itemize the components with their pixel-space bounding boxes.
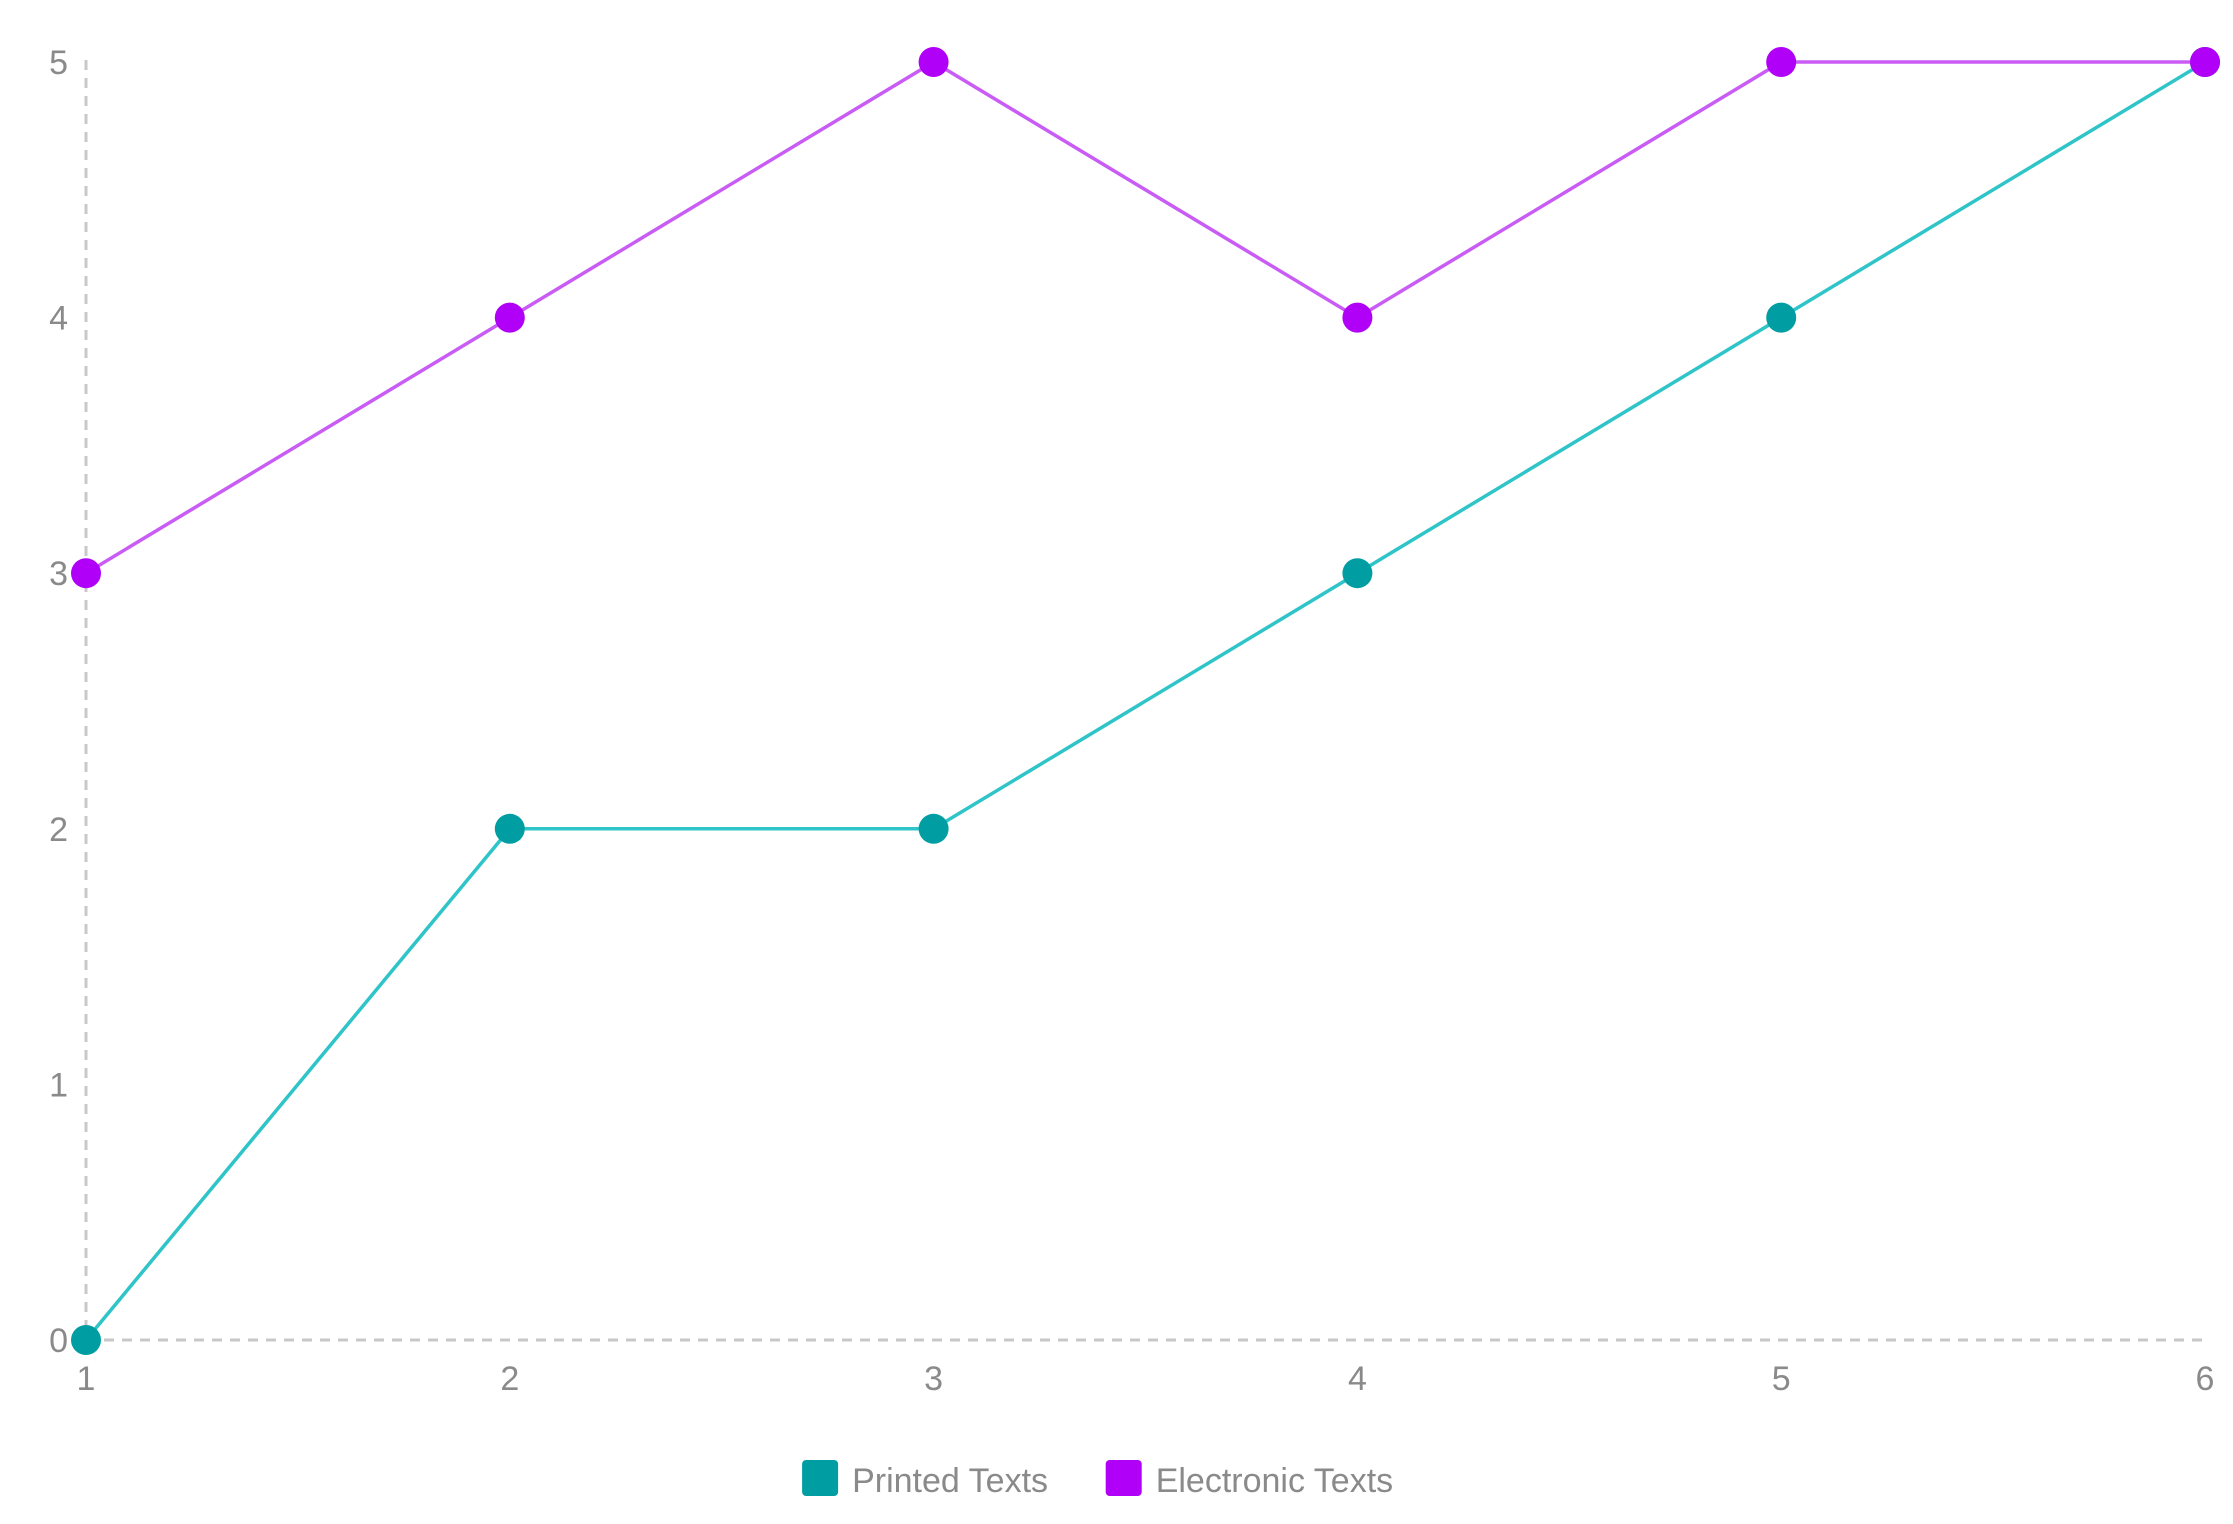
x-tick-label: 1 <box>77 1360 96 1398</box>
y-tick-label: 1 <box>49 1066 68 1104</box>
y-tick-label: 5 <box>49 44 68 82</box>
data-point[interactable] <box>494 302 525 333</box>
data-point[interactable] <box>1342 302 1373 333</box>
series-line <box>84 60 2206 1342</box>
x-tick-label: 2 <box>500 1360 519 1398</box>
legend: Printed Texts Electronic Texts <box>802 1460 1393 1500</box>
data-point[interactable] <box>2190 47 2220 77</box>
data-point[interactable] <box>1766 47 1797 77</box>
legend-item[interactable]: Electronic Texts <box>1105 1460 1393 1500</box>
x-tick-labels: 1 2 3 4 5 6 <box>77 1360 2215 1398</box>
y-tick-labels: 0 1 2 3 4 5 <box>49 44 68 1360</box>
legend-swatch <box>802 1460 839 1496</box>
x-tick-label: 4 <box>1348 1360 1367 1398</box>
x-tick-label: 5 <box>1772 1360 1791 1398</box>
legend-label: Electronic Texts <box>1156 1462 1393 1500</box>
x-tick-label: 3 <box>924 1360 943 1398</box>
y-tick-label: 3 <box>49 555 68 593</box>
data-point[interactable] <box>918 813 949 844</box>
y-tick-label: 0 <box>49 1322 68 1360</box>
data-point[interactable] <box>494 813 525 844</box>
series-printed-texts <box>71 47 2220 1355</box>
data-point[interactable] <box>1766 302 1797 333</box>
y-tick-label: 4 <box>49 300 68 338</box>
y-tick-label: 2 <box>49 811 68 849</box>
data-point[interactable] <box>1342 558 1373 589</box>
data-point[interactable] <box>71 558 101 589</box>
legend-swatch <box>1105 1460 1142 1496</box>
x-tick-label: 6 <box>2196 1360 2215 1398</box>
series-electronic-texts <box>71 47 2220 589</box>
data-point[interactable] <box>918 47 949 77</box>
axes <box>84 60 2205 1342</box>
series-line <box>85 60 2205 575</box>
data-point[interactable] <box>71 1325 101 1355</box>
legend-item[interactable]: Printed Texts <box>802 1460 1048 1500</box>
legend-label: Printed Texts <box>852 1462 1048 1500</box>
series-layer <box>71 47 2220 1355</box>
